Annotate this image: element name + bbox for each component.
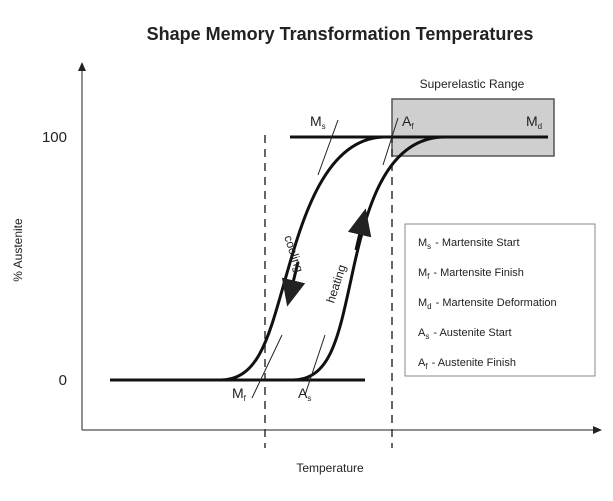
subscript: s	[425, 332, 429, 341]
y-axis-label: % Austenite	[11, 218, 25, 282]
subscript: d	[427, 302, 431, 311]
heating-curve	[291, 135, 446, 382]
cooling-label: cooling	[281, 234, 306, 274]
cooling-curve	[219, 135, 386, 382]
legend-text: - Austenite Finish	[432, 357, 516, 369]
symbol-label: Md	[526, 113, 542, 131]
symbol: A	[298, 385, 308, 401]
symbol: M	[418, 237, 427, 249]
symbol: M	[418, 297, 427, 309]
symbol-label: Ms - Martensite Start	[418, 237, 520, 251]
symbol-label: Mf - Martensite Finish	[418, 267, 524, 281]
symbol-label: Af - Austenite Finish	[418, 357, 516, 371]
symbol: M	[232, 385, 244, 401]
subscript: f	[427, 272, 430, 281]
tangent-line	[251, 334, 283, 399]
subscript: f	[411, 122, 414, 131]
subscript: s	[307, 394, 311, 403]
legend-text: - Martensite Deformation	[436, 297, 557, 309]
heating-arrow	[347, 208, 372, 251]
subscript: f	[244, 394, 247, 403]
symbol: M	[526, 113, 538, 129]
x-axis-label: Temperature	[296, 461, 364, 475]
subscript: s	[427, 242, 431, 251]
symbol: A	[402, 113, 412, 129]
legend-text: - Martensite Finish	[433, 267, 523, 279]
subscript: d	[538, 122, 542, 131]
symbol-label: Mf	[232, 385, 247, 403]
tangent-line	[382, 117, 399, 166]
symbol: A	[418, 327, 426, 339]
cooling-arrow	[281, 261, 306, 307]
y-label: 100	[42, 129, 67, 146]
symbol-label: Ms	[310, 113, 326, 131]
symbol-label: As	[298, 385, 311, 403]
legend-text: - Martensite Start	[435, 237, 519, 249]
title: Shape Memory Transformation Temperatures	[147, 24, 534, 44]
subscript: f	[425, 362, 428, 371]
heating-label: heating	[323, 263, 348, 305]
symbol: M	[310, 113, 322, 129]
legend-text: - Austenite Start	[433, 327, 511, 339]
legend-box	[404, 223, 596, 377]
symbol: A	[418, 357, 426, 369]
symbol-label: Md - Martensite Deformation	[418, 297, 557, 311]
tangent-line	[317, 119, 339, 176]
symbol: M	[418, 267, 427, 279]
superelastic-box	[391, 98, 555, 157]
superelastic-label: Superelastic Range	[420, 77, 525, 91]
subscript: s	[322, 122, 326, 131]
symbol-label: Af	[402, 113, 414, 131]
tangent-line	[304, 334, 326, 396]
symbol-label: As - Austenite Start	[418, 327, 512, 341]
y-label: 0	[59, 372, 67, 389]
